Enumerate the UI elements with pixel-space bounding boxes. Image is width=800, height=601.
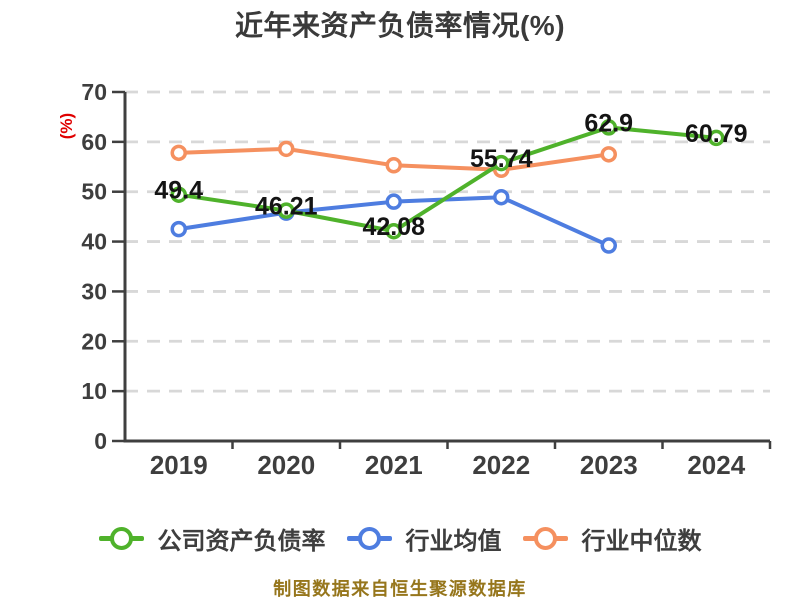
x-tick-label: 2024 bbox=[687, 450, 745, 480]
legend-swatch-dot bbox=[109, 526, 133, 550]
y-tick-label: 10 bbox=[81, 378, 107, 404]
data-point-marker bbox=[600, 237, 617, 254]
y-tick-label: 20 bbox=[81, 328, 107, 354]
data-point-marker bbox=[170, 186, 187, 203]
x-tick-label: 2021 bbox=[365, 450, 423, 480]
legend-label: 行业中位数 bbox=[581, 527, 702, 555]
legend-marker-icon bbox=[98, 526, 144, 550]
data-point-marker bbox=[493, 188, 510, 206]
y-tick-label: 50 bbox=[81, 179, 107, 205]
legend-item-1: 行业均值 bbox=[346, 521, 502, 556]
legend-label: 行业均值 bbox=[405, 527, 502, 555]
y-tick-label: 60 bbox=[81, 129, 107, 155]
legend-marker-icon bbox=[522, 526, 568, 550]
data-point-marker bbox=[170, 220, 187, 238]
x-tick-label: 2023 bbox=[580, 450, 638, 480]
point-value-label: 60.79 bbox=[685, 120, 748, 148]
y-tick-label: 40 bbox=[81, 229, 107, 255]
data-point-marker bbox=[600, 119, 617, 136]
legend-swatch-dot bbox=[533, 526, 557, 550]
point-value-label: 55.74 bbox=[470, 145, 533, 173]
data-point-marker bbox=[385, 157, 402, 174]
y-tick-label: 30 bbox=[81, 278, 107, 304]
data-point-marker bbox=[600, 146, 617, 163]
data-point-marker bbox=[708, 129, 725, 147]
data-point-marker bbox=[278, 202, 295, 219]
chart-title: 近年来资产负债率情况(%) bbox=[234, 10, 566, 41]
point-value-label: 62.9 bbox=[584, 109, 633, 137]
series-line-0 bbox=[176, 125, 719, 234]
legend-item-2: 行业中位数 bbox=[522, 521, 702, 556]
legend-item-0: 公司资产负债率 bbox=[98, 521, 326, 556]
legend-label: 公司资产负债率 bbox=[157, 527, 326, 555]
legend-swatch-dot bbox=[357, 526, 381, 550]
legend: 公司资产负债率 行业均值 行业中位数 bbox=[0, 521, 800, 555]
point-value-label: 49.4 bbox=[154, 177, 203, 205]
x-tick-label: 2022 bbox=[472, 450, 530, 480]
data-point-marker bbox=[385, 193, 402, 210]
source-caption: 制图数据来自恒生聚源数据库 bbox=[273, 579, 527, 599]
data-point-marker bbox=[385, 222, 402, 240]
data-point-marker bbox=[170, 144, 187, 162]
x-tick-label: 2019 bbox=[150, 450, 208, 480]
x-tick-label: 2020 bbox=[257, 450, 315, 480]
point-value-label: 46.21 bbox=[255, 193, 318, 221]
y-axis-unit-label: (%) bbox=[57, 113, 76, 139]
data-point-marker bbox=[278, 140, 295, 158]
legend-marker-icon bbox=[346, 526, 392, 550]
y-tick-label: 0 bbox=[94, 428, 107, 454]
y-tick-label: 70 bbox=[81, 79, 107, 105]
point-value-label: 42.08 bbox=[362, 213, 425, 241]
data-point-marker bbox=[493, 154, 510, 172]
